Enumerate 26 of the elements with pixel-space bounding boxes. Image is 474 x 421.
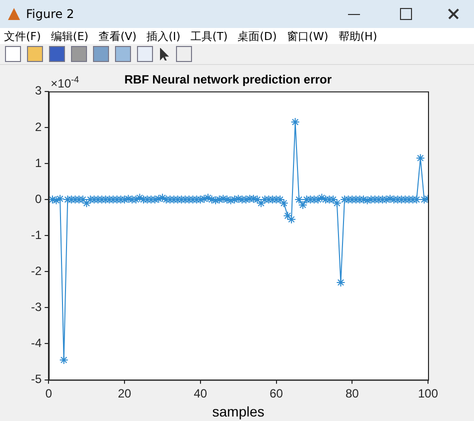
caption: Figure 2 xyxy=(26,7,74,21)
y-tick-label: 1 xyxy=(34,156,42,170)
text: 帮助(H) xyxy=(338,28,378,44)
text: 工具(T) xyxy=(190,28,228,44)
y-tick-label: -1 xyxy=(31,228,42,242)
text: 文件(F) xyxy=(4,28,41,44)
x-axis-title: samples xyxy=(212,403,264,420)
text: 桌面(D) xyxy=(238,28,277,44)
x-tick-label: 20 xyxy=(118,386,132,400)
y-tick-label: 3 xyxy=(34,84,42,98)
y-tick-label: -5 xyxy=(31,372,42,386)
x-tick-label: 80 xyxy=(345,386,360,400)
x-tick-label: 40 xyxy=(194,386,208,400)
y-tick-label: -2 xyxy=(31,264,42,278)
y-tick-label: -3 xyxy=(31,300,42,314)
text: 插入(I) xyxy=(146,28,180,44)
x-tick-label: 0 xyxy=(45,386,52,400)
y-tick-label: 2 xyxy=(34,120,42,134)
text: 编辑(E) xyxy=(50,28,88,44)
chart-title: RBF Neural network prediction error xyxy=(124,72,332,87)
y-tick-label: -4 xyxy=(31,336,42,350)
y-tick-label: 0 xyxy=(34,192,42,206)
x-tick-label: 60 xyxy=(270,386,284,400)
x-tick-label: 100 xyxy=(418,386,438,400)
text: 窗口(W) xyxy=(286,28,328,44)
text: 查看(V) xyxy=(98,28,137,44)
